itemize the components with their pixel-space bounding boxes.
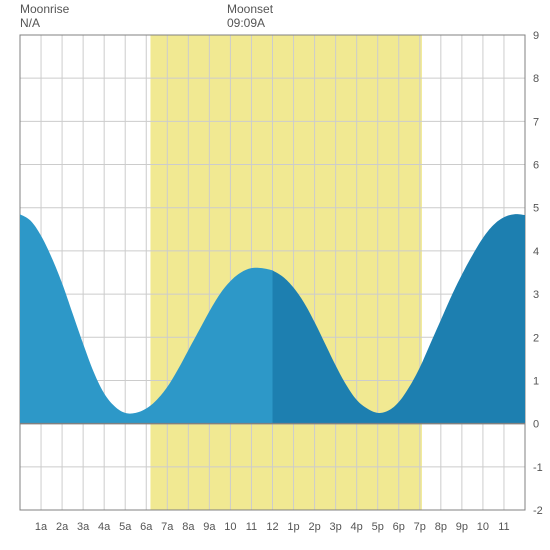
x-tick-label: 8p (435, 521, 447, 533)
x-tick-label: 2p (308, 521, 320, 533)
y-tick-label: 9 (533, 30, 539, 42)
x-tick-label: 12 (266, 521, 278, 533)
x-tick-label: 11 (498, 521, 509, 533)
tide-chart: Moonrise N/A Moonset 09:09A -2-101234567… (0, 0, 550, 550)
chart-canvas: -2-101234567891a2a3a4a5a6a7a8a9a1011121p… (0, 0, 550, 550)
moonrise-label: Moonrise (20, 2, 69, 16)
y-tick-label: 6 (533, 160, 539, 172)
y-tick-label: 7 (533, 116, 539, 128)
y-tick-label: 8 (533, 73, 539, 85)
y-tick-label: 0 (533, 419, 539, 431)
y-tick-label: -2 (533, 505, 543, 517)
x-tick-label: 3p (330, 521, 342, 533)
x-tick-label: 4p (351, 521, 363, 533)
x-tick-label: 7a (161, 521, 174, 533)
daylight-band (150, 35, 421, 510)
y-tick-label: -1 (533, 462, 543, 474)
x-tick-label: 9a (203, 521, 216, 533)
x-tick-label: 5p (372, 521, 384, 533)
moonset-label: Moonset (227, 2, 273, 16)
x-tick-label: 3a (77, 521, 90, 533)
moonrise-value: N/A (20, 16, 40, 30)
moonset-value: 09:09A (227, 16, 265, 30)
y-tick-label: 2 (533, 332, 539, 344)
x-tick-label: 8a (182, 521, 195, 533)
y-tick-label: 1 (533, 375, 539, 387)
x-tick-label: 11 (246, 521, 257, 533)
y-tick-label: 4 (533, 246, 539, 258)
y-tick-label: 3 (533, 289, 539, 301)
y-tick-label: 5 (533, 203, 539, 215)
x-tick-label: 1a (35, 521, 48, 533)
x-tick-label: 6p (393, 521, 405, 533)
x-tick-label: 9p (456, 521, 468, 533)
x-tick-label: 4a (98, 521, 111, 533)
x-tick-label: 1p (287, 521, 299, 533)
x-tick-label: 2a (56, 521, 69, 533)
x-tick-label: 10 (224, 521, 236, 533)
x-tick-label: 5a (119, 521, 132, 533)
x-tick-label: 6a (140, 521, 153, 533)
x-tick-label: 10 (477, 521, 489, 533)
x-tick-label: 7p (414, 521, 426, 533)
